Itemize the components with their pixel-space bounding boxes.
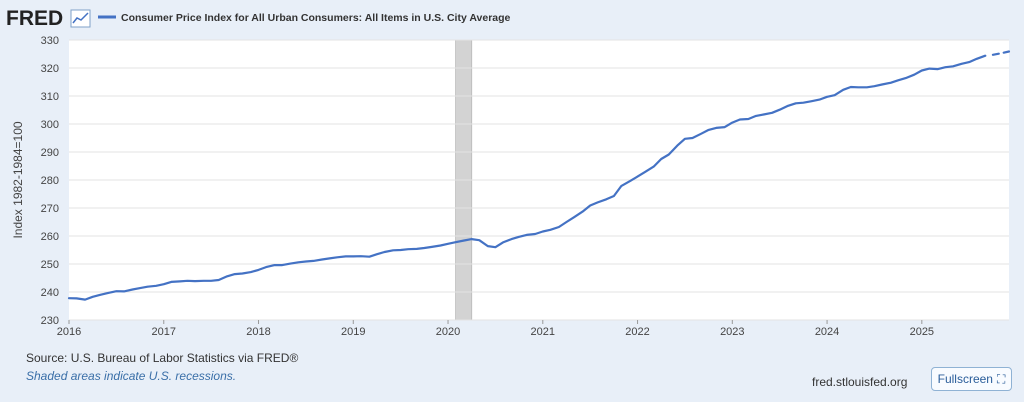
series-line [67,54,987,301]
x-tick-label: 2016 [57,326,81,338]
site-link[interactable]: fred.stlouisfed.org [812,375,908,389]
x-tick-label: 2025 [910,326,934,338]
x-tick-label: 2022 [625,326,649,338]
y-tick-label: 230 [41,315,59,327]
y-tick-label: 320 [41,63,59,75]
x-tick-label: 2019 [341,326,365,338]
y-tick-label: 330 [41,35,59,47]
y-tick-label: 240 [41,287,59,299]
grid-lines [69,39,1009,321]
fred-logo: FRED [6,7,63,30]
series-layer [67,50,1011,301]
series-line-preliminary [991,50,1011,56]
x-tick-label: 2021 [531,326,555,338]
x-tick-label: 2018 [246,326,270,338]
y-tick-label: 280 [41,175,59,187]
y-tick-label: 310 [41,91,59,103]
x-tick-label: 2017 [152,326,176,338]
x-tick-label: 2024 [815,326,839,338]
fullscreen-label: Fullscreen [937,372,993,386]
y-tick-label: 250 [41,259,59,271]
fullscreen-icon: ⛶ [996,372,1006,386]
source-text: Source: U.S. Bureau of Labor Statistics … [26,351,299,365]
y-axis-ticks: 230 240 250 260 270 280 290 300 310 320 330 [41,35,59,327]
x-tick-label: 2020 [436,326,460,338]
chart: FRED Consumer Price Index for All Urban … [6,7,1011,338]
x-tick-label: 2023 [720,326,744,338]
legend-label: Consumer Price Index for All Urban Consu… [121,12,511,24]
fullscreen-button[interactable]: Fullscreen ⛶ [931,367,1012,391]
y-tick-label: 260 [41,231,59,243]
line-chart-icon [70,9,91,28]
x-axis-ticks: 2016 2017 2018 2019 2020 2021 2022 2023 2024 2025 [57,320,934,338]
y-tick-label: 300 [41,119,59,131]
recession-note: Shaded areas indicate U.S. recessions. [26,369,237,383]
y-tick-label: 270 [41,203,59,215]
y-axis-label: Index 1982-1984=100 [11,121,25,238]
y-tick-label: 290 [41,147,59,159]
